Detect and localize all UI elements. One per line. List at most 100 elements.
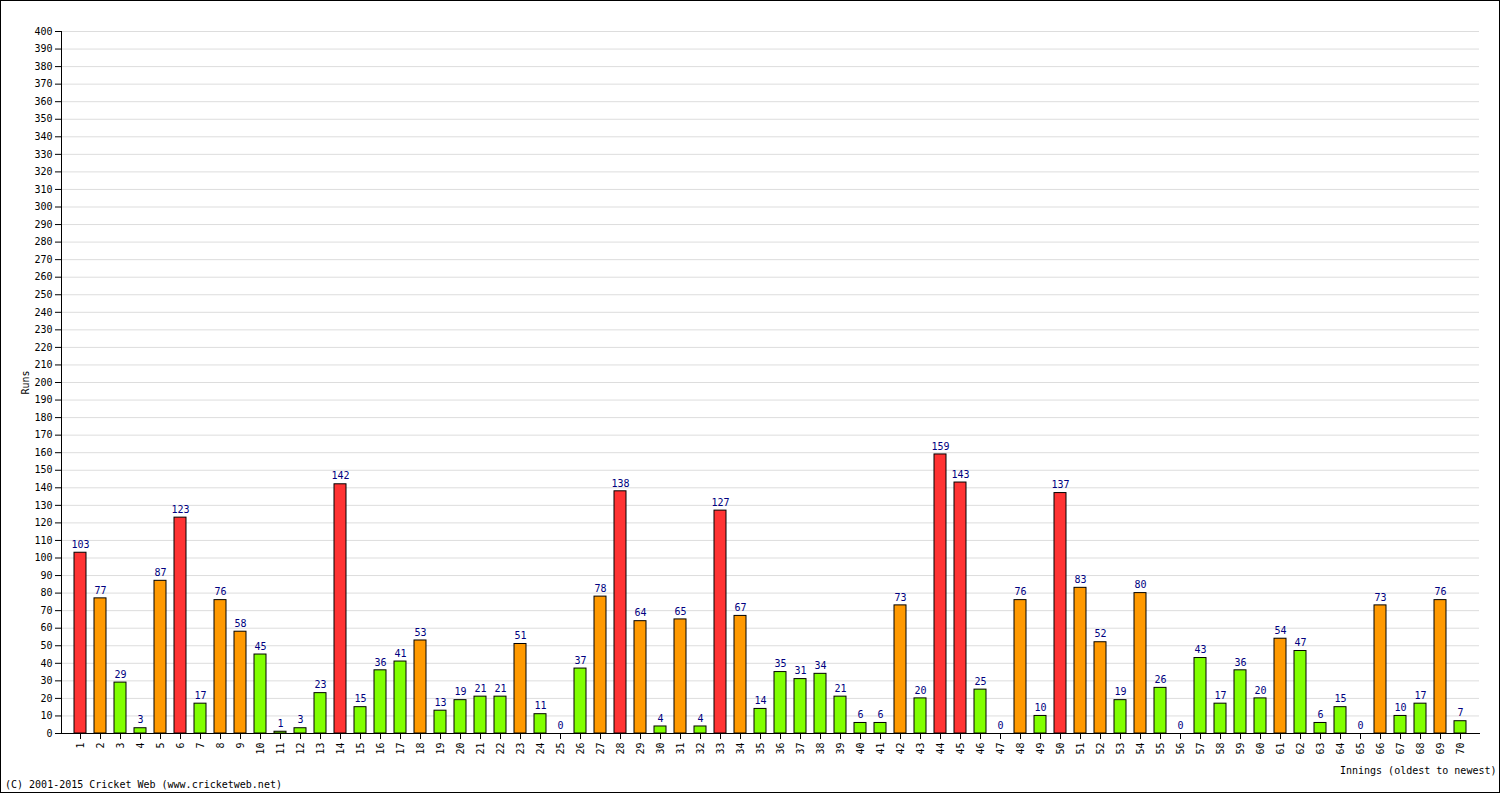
svg-text:41: 41 <box>394 648 406 659</box>
svg-text:120: 120 <box>34 517 52 528</box>
svg-text:127: 127 <box>711 497 729 508</box>
svg-text:57: 57 <box>1195 743 1206 755</box>
svg-text:123: 123 <box>171 504 189 515</box>
svg-text:190: 190 <box>34 394 52 405</box>
svg-text:320: 320 <box>34 166 52 177</box>
svg-text:53: 53 <box>1115 743 1126 755</box>
svg-text:17: 17 <box>1414 690 1426 701</box>
svg-text:0: 0 <box>557 720 563 731</box>
svg-text:53: 53 <box>414 627 426 638</box>
svg-text:400: 400 <box>34 26 52 37</box>
svg-text:55: 55 <box>1155 743 1166 755</box>
svg-text:21: 21 <box>494 683 506 694</box>
svg-text:21: 21 <box>834 683 846 694</box>
svg-text:380: 380 <box>34 61 52 72</box>
svg-text:3: 3 <box>137 714 143 725</box>
svg-text:67: 67 <box>1395 743 1406 755</box>
svg-text:38: 38 <box>815 743 826 755</box>
svg-text:10: 10 <box>1394 702 1406 713</box>
svg-text:280: 280 <box>34 236 52 247</box>
svg-text:0: 0 <box>1177 720 1183 731</box>
svg-text:65: 65 <box>1355 743 1366 755</box>
svg-text:52: 52 <box>1094 628 1106 639</box>
svg-text:9: 9 <box>235 743 246 749</box>
svg-text:340: 340 <box>34 131 52 142</box>
svg-text:30: 30 <box>655 743 666 755</box>
svg-text:90: 90 <box>40 570 52 581</box>
svg-text:7: 7 <box>195 743 206 749</box>
svg-text:200: 200 <box>34 377 52 388</box>
svg-text:18: 18 <box>415 743 426 755</box>
svg-text:20: 20 <box>40 693 52 704</box>
svg-text:0: 0 <box>997 720 1003 731</box>
svg-text:6: 6 <box>877 709 883 720</box>
svg-text:160: 160 <box>34 447 52 458</box>
svg-text:35: 35 <box>755 743 766 755</box>
svg-text:28: 28 <box>615 743 626 755</box>
svg-text:6: 6 <box>857 709 863 720</box>
svg-text:54: 54 <box>1135 743 1146 755</box>
svg-text:68: 68 <box>1415 743 1426 755</box>
svg-text:62: 62 <box>1295 743 1306 755</box>
svg-text:290: 290 <box>34 219 52 230</box>
svg-text:270: 270 <box>34 254 52 265</box>
svg-text:58: 58 <box>234 618 246 629</box>
svg-text:31: 31 <box>675 743 686 755</box>
svg-text:330: 330 <box>34 149 52 160</box>
svg-text:390: 390 <box>34 43 52 54</box>
svg-text:2: 2 <box>95 743 106 749</box>
svg-text:34: 34 <box>814 660 826 671</box>
svg-text:29: 29 <box>635 743 646 755</box>
svg-text:Innings (oldest to newest): Innings (oldest to newest) <box>1340 765 1497 776</box>
svg-text:41: 41 <box>875 743 886 755</box>
svg-text:11: 11 <box>534 700 546 711</box>
svg-text:138: 138 <box>611 478 629 489</box>
svg-text:66: 66 <box>1375 743 1386 755</box>
svg-text:11: 11 <box>275 743 286 755</box>
svg-text:12: 12 <box>295 743 306 755</box>
svg-text:159: 159 <box>931 441 949 452</box>
svg-text:22: 22 <box>495 743 506 755</box>
svg-text:15: 15 <box>354 693 366 704</box>
svg-text:240: 240 <box>34 307 52 318</box>
svg-text:21: 21 <box>475 743 486 755</box>
svg-text:67: 67 <box>734 602 746 613</box>
svg-text:0: 0 <box>1357 720 1363 731</box>
svg-text:23: 23 <box>314 679 326 690</box>
svg-text:100: 100 <box>34 552 52 563</box>
svg-text:130: 130 <box>34 500 52 511</box>
svg-text:17: 17 <box>395 743 406 755</box>
svg-text:80: 80 <box>40 587 52 598</box>
svg-text:16: 16 <box>375 743 386 755</box>
svg-text:142: 142 <box>331 470 349 481</box>
svg-text:83: 83 <box>1074 574 1086 585</box>
svg-text:25: 25 <box>974 676 986 687</box>
svg-text:20: 20 <box>1254 685 1266 696</box>
svg-text:17: 17 <box>1214 690 1226 701</box>
svg-text:52: 52 <box>1095 743 1106 755</box>
svg-text:36: 36 <box>374 657 386 668</box>
svg-text:40: 40 <box>855 743 866 755</box>
svg-text:49: 49 <box>1035 743 1046 755</box>
svg-text:51: 51 <box>514 630 526 641</box>
svg-text:143: 143 <box>951 469 969 480</box>
svg-text:24: 24 <box>535 743 546 755</box>
svg-text:260: 260 <box>34 271 52 282</box>
svg-text:76: 76 <box>1434 586 1446 597</box>
svg-text:48: 48 <box>1015 743 1026 755</box>
svg-text:50: 50 <box>1055 743 1066 755</box>
svg-text:76: 76 <box>214 586 226 597</box>
svg-text:3: 3 <box>297 714 303 725</box>
svg-text:47: 47 <box>995 743 1006 755</box>
svg-text:15: 15 <box>1334 693 1346 704</box>
svg-text:7: 7 <box>1457 707 1463 718</box>
svg-text:13: 13 <box>315 743 326 755</box>
svg-text:0: 0 <box>46 728 52 739</box>
svg-text:69: 69 <box>1435 743 1446 755</box>
svg-text:360: 360 <box>34 96 52 107</box>
svg-text:45: 45 <box>955 743 966 755</box>
svg-text:43: 43 <box>915 743 926 755</box>
svg-text:19: 19 <box>454 686 466 697</box>
svg-text:19: 19 <box>435 743 446 755</box>
svg-text:29: 29 <box>114 669 126 680</box>
